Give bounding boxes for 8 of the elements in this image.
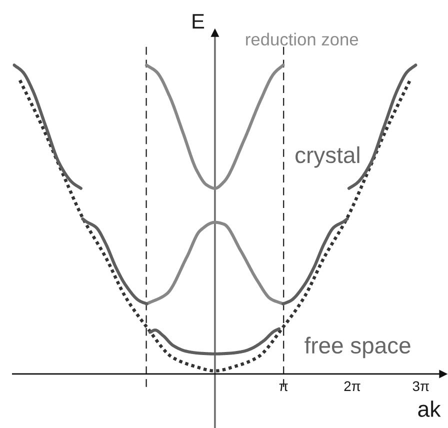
x-axis-title: ak (418, 400, 441, 417)
x-tick-label: π (279, 384, 288, 392)
text: reduction zone (246, 32, 358, 46)
x-tick-label: 3π (412, 381, 429, 392)
y-axis-title: E (192, 14, 204, 29)
annotation: crystal (296, 146, 360, 168)
annotation: free space (304, 336, 410, 358)
x-tick-label: 2π (344, 381, 360, 392)
